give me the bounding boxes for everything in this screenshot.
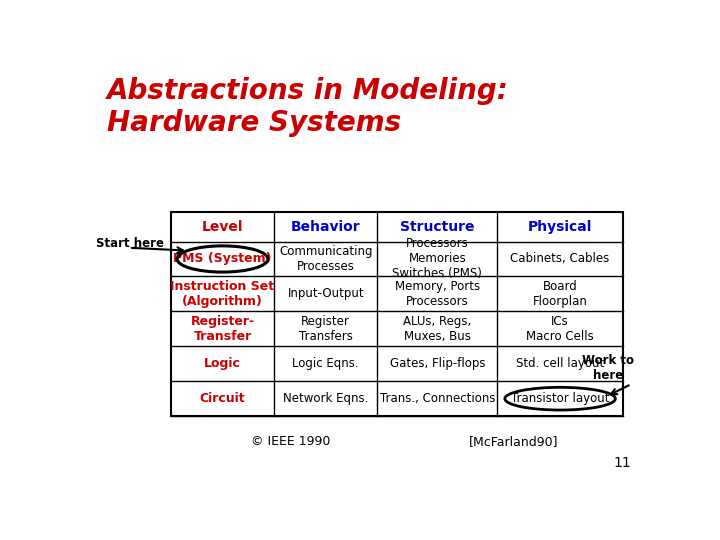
Text: Logic: Logic bbox=[204, 357, 241, 370]
Text: Memory, Ports
Processors: Memory, Ports Processors bbox=[395, 280, 480, 308]
Text: Gates, Flip-flops: Gates, Flip-flops bbox=[390, 357, 485, 370]
Bar bbox=[171, 212, 623, 416]
Text: Start here: Start here bbox=[96, 238, 163, 251]
Text: Std. cell layout: Std. cell layout bbox=[516, 357, 604, 370]
Text: 11: 11 bbox=[613, 456, 631, 470]
Text: Abstractions in Modeling:
Hardware Systems: Abstractions in Modeling: Hardware Syste… bbox=[107, 77, 508, 137]
Text: Structure: Structure bbox=[400, 220, 474, 234]
Text: Input-Output: Input-Output bbox=[287, 287, 364, 300]
Text: © IEEE 1990: © IEEE 1990 bbox=[251, 435, 330, 448]
Text: Network Eqns.: Network Eqns. bbox=[283, 392, 369, 405]
Text: [McFarland90]: [McFarland90] bbox=[469, 435, 559, 448]
Text: Board
Floorplan: Board Floorplan bbox=[533, 280, 588, 308]
Text: Processors
Memories
Switches (PMS): Processors Memories Switches (PMS) bbox=[392, 238, 482, 280]
Text: Logic Eqns.: Logic Eqns. bbox=[292, 357, 359, 370]
Text: PMS (System): PMS (System) bbox=[174, 253, 271, 266]
Text: ICs
Macro Cells: ICs Macro Cells bbox=[526, 315, 594, 343]
Text: Physical: Physical bbox=[528, 220, 593, 234]
Text: Communicating
Processes: Communicating Processes bbox=[279, 245, 372, 273]
Text: Transistor layout: Transistor layout bbox=[511, 392, 609, 405]
Text: Circuit: Circuit bbox=[199, 392, 246, 405]
Text: Register
Transfers: Register Transfers bbox=[299, 315, 353, 343]
Text: Instruction Set
(Algorithm): Instruction Set (Algorithm) bbox=[171, 280, 274, 308]
Text: Trans., Connections: Trans., Connections bbox=[379, 392, 495, 405]
Text: Behavior: Behavior bbox=[291, 220, 361, 234]
Text: Cabinets, Cables: Cabinets, Cables bbox=[510, 253, 610, 266]
Text: Work to
here: Work to here bbox=[582, 354, 634, 381]
Text: Register-
Transfer: Register- Transfer bbox=[191, 315, 255, 343]
Text: ALUs, Regs,
Muxes, Bus: ALUs, Regs, Muxes, Bus bbox=[403, 315, 472, 343]
Text: Level: Level bbox=[202, 220, 243, 234]
